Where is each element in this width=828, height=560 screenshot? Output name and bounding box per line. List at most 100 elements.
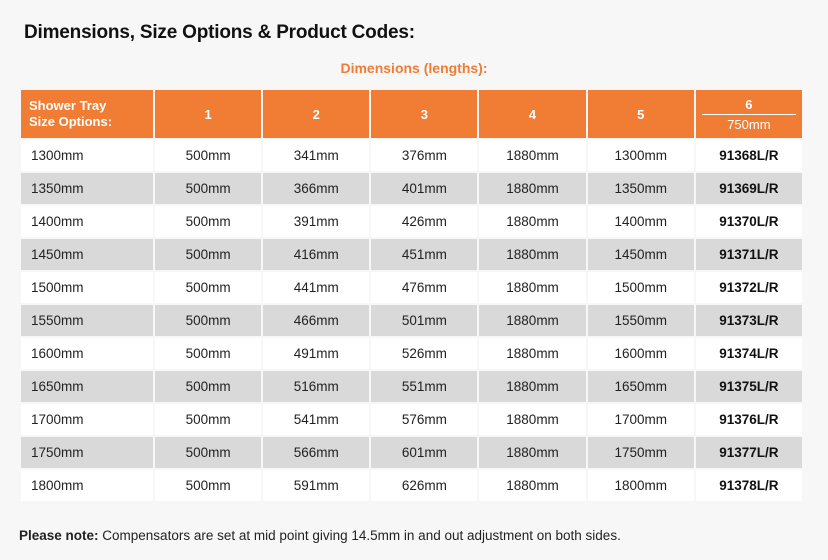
dimension-cell: 500mm bbox=[155, 371, 262, 402]
table-row: 1700mm 500mm 541mm 576mm 1880mm 1700mm 91376L/… bbox=[21, 404, 802, 435]
dimension-cell: 376mm bbox=[371, 140, 478, 171]
dimension-cell: 466mm bbox=[263, 305, 370, 336]
table-row: 1300mm 500mm 341mm 376mm 1880mm 1300mm 91368L/… bbox=[21, 140, 802, 171]
dimension-cell: 500mm bbox=[155, 338, 262, 369]
table-row: 1550mm 500mm 466mm 501mm 1880mm 1550mm 91373L/… bbox=[21, 305, 802, 336]
page-title: Dimensions, Size Options & Product Codes… bbox=[24, 22, 415, 43]
product-code-cell: 91372L/R bbox=[695, 272, 802, 303]
dimension-cell: 500mm bbox=[155, 206, 262, 237]
dimension-cell: 500mm bbox=[155, 404, 262, 435]
dimension-cell: 1500mm bbox=[587, 272, 694, 303]
dimension-cell: 1880mm bbox=[479, 338, 586, 369]
size-option-cell: 1300mm bbox=[21, 140, 153, 171]
dimension-cell: 1800mm bbox=[587, 470, 694, 501]
product-code-cell: 91368L/R bbox=[695, 140, 802, 171]
table-row: 1800mm 500mm 591mm 626mm 1880mm 1800mm 91378L/… bbox=[21, 470, 802, 501]
dimension-cell: 551mm bbox=[371, 371, 478, 402]
product-code-cell: 91376L/R bbox=[695, 404, 802, 435]
product-table: Shower Tray Size Options: 1 2 3 4 5 6 750… bbox=[19, 88, 804, 503]
dimension-cell: 541mm bbox=[263, 404, 370, 435]
dimension-cell: 1880mm bbox=[479, 239, 586, 270]
product-code-cell: 91374L/R bbox=[695, 338, 802, 369]
dimension-cell: 1600mm bbox=[587, 338, 694, 369]
dimension-cell: 591mm bbox=[263, 470, 370, 501]
header-size-options: Shower Tray Size Options: bbox=[21, 90, 153, 138]
dimension-cell: 1880mm bbox=[479, 173, 586, 204]
dimension-cell: 1880mm bbox=[479, 140, 586, 171]
dimension-cell: 501mm bbox=[371, 305, 478, 336]
dimension-cell: 1450mm bbox=[587, 239, 694, 270]
dimension-cell: 500mm bbox=[155, 470, 262, 501]
dimensions-caption: Dimensions (lengths): bbox=[340, 60, 488, 76]
dimension-cell: 1750mm bbox=[587, 437, 694, 468]
header-col-5: 5 bbox=[587, 90, 694, 138]
dimension-cell: 500mm bbox=[155, 173, 262, 204]
dimension-cell: 516mm bbox=[263, 371, 370, 402]
table-header-row: Shower Tray Size Options: 1 2 3 4 5 6 750… bbox=[21, 90, 802, 138]
table-row: 1750mm 500mm 566mm 601mm 1880mm 1750mm 91377L/… bbox=[21, 437, 802, 468]
dimension-cell: 416mm bbox=[263, 239, 370, 270]
dimension-cell: 500mm bbox=[155, 437, 262, 468]
dimension-cell: 476mm bbox=[371, 272, 478, 303]
dimension-cell: 1880mm bbox=[479, 470, 586, 501]
dimension-cell: 500mm bbox=[155, 305, 262, 336]
header-col-6: 6 750mm bbox=[695, 90, 802, 138]
header-col-4: 4 bbox=[479, 90, 586, 138]
product-code-cell: 91378L/R bbox=[695, 470, 802, 501]
table-row: 1600mm 500mm 491mm 526mm 1880mm 1600mm 91374L/… bbox=[21, 338, 802, 369]
dimension-cell: 401mm bbox=[371, 173, 478, 204]
dimension-cell: 500mm bbox=[155, 140, 262, 171]
size-option-cell: 1550mm bbox=[21, 305, 153, 336]
dimension-cell: 391mm bbox=[263, 206, 370, 237]
dimension-cell: 1880mm bbox=[479, 206, 586, 237]
dimension-cell: 1550mm bbox=[587, 305, 694, 336]
header-col-6-sub: 750mm bbox=[701, 113, 796, 132]
dimension-cell: 1880mm bbox=[479, 272, 586, 303]
table-row: 1400mm 500mm 391mm 426mm 1880mm 1400mm 91370L/… bbox=[21, 206, 802, 237]
header-col-1: 1 bbox=[155, 90, 262, 138]
product-code-cell: 91377L/R bbox=[695, 437, 802, 468]
product-code-cell: 91370L/R bbox=[695, 206, 802, 237]
dimension-cell: 491mm bbox=[263, 338, 370, 369]
table-row: 1650mm 500mm 516mm 551mm 1880mm 1650mm 91375L/… bbox=[21, 371, 802, 402]
dimension-cell: 1880mm bbox=[479, 437, 586, 468]
table-row: 1500mm 500mm 441mm 476mm 1880mm 1500mm 91372L/… bbox=[21, 272, 802, 303]
footnote: Please note: Compensators are set at mid… bbox=[19, 528, 621, 543]
dimension-cell: 441mm bbox=[263, 272, 370, 303]
dimension-cell: 1350mm bbox=[587, 173, 694, 204]
product-code-cell: 91371L/R bbox=[695, 239, 802, 270]
size-option-cell: 1350mm bbox=[21, 173, 153, 204]
size-option-cell: 1450mm bbox=[21, 239, 153, 270]
dimension-cell: 500mm bbox=[155, 272, 262, 303]
dimension-cell: 601mm bbox=[371, 437, 478, 468]
dimension-cell: 1700mm bbox=[587, 404, 694, 435]
dimension-cell: 451mm bbox=[371, 239, 478, 270]
dimension-cell: 1650mm bbox=[587, 371, 694, 402]
product-code-cell: 91373L/R bbox=[695, 305, 802, 336]
dimension-cell: 426mm bbox=[371, 206, 478, 237]
dimension-cell: 1400mm bbox=[587, 206, 694, 237]
dimension-cell: 626mm bbox=[371, 470, 478, 501]
header-col-3: 3 bbox=[371, 90, 478, 138]
product-code-cell: 91375L/R bbox=[695, 371, 802, 402]
dimension-cell: 576mm bbox=[371, 404, 478, 435]
size-option-cell: 1400mm bbox=[21, 206, 153, 237]
dimension-cell: 341mm bbox=[263, 140, 370, 171]
dimension-cell: 500mm bbox=[155, 239, 262, 270]
dimension-cell: 566mm bbox=[263, 437, 370, 468]
header-col-2: 2 bbox=[263, 90, 370, 138]
dimension-cell: 1880mm bbox=[479, 371, 586, 402]
table-row: 1450mm 500mm 416mm 451mm 1880mm 1450mm 91371L/… bbox=[21, 239, 802, 270]
dimension-cell: 366mm bbox=[263, 173, 370, 204]
size-option-cell: 1700mm bbox=[21, 404, 153, 435]
size-option-cell: 1800mm bbox=[21, 470, 153, 501]
size-option-cell: 1500mm bbox=[21, 272, 153, 303]
size-option-cell: 1600mm bbox=[21, 338, 153, 369]
table-row: 1350mm 500mm 366mm 401mm 1880mm 1350mm 91369L/… bbox=[21, 173, 802, 204]
dimension-cell: 1880mm bbox=[479, 305, 586, 336]
size-option-cell: 1750mm bbox=[21, 437, 153, 468]
dimension-cell: 1300mm bbox=[587, 140, 694, 171]
dimension-cell: 1880mm bbox=[479, 404, 586, 435]
dimension-cell: 526mm bbox=[371, 338, 478, 369]
product-code-cell: 91369L/R bbox=[695, 173, 802, 204]
